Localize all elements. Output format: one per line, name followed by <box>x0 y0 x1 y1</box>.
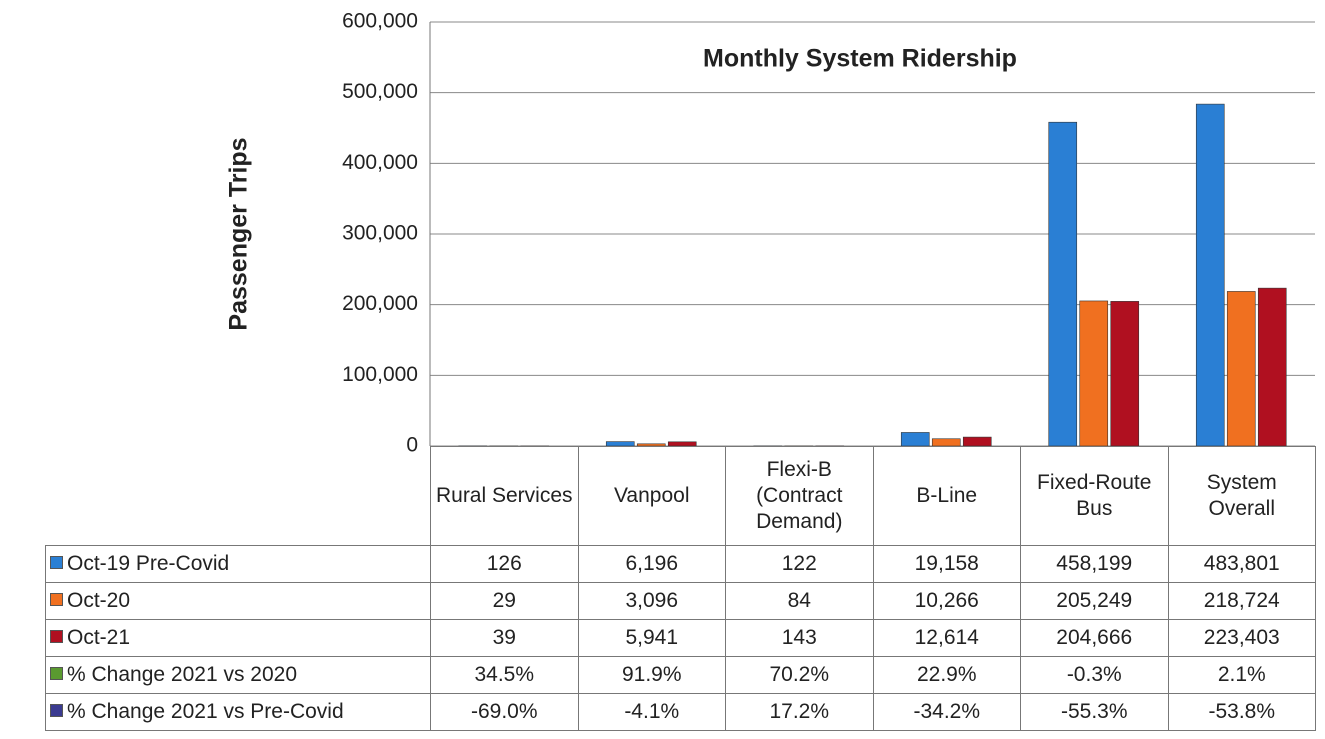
bar <box>1079 300 1109 447</box>
y-tick-label: 0 <box>406 434 418 457</box>
value-cell: 39 <box>430 619 579 657</box>
row-label: % Change 2021 vs Pre-Covid <box>45 693 431 731</box>
data-table: Rural Services Vanpool Flexi-B (Contract D… <box>45 446 1316 731</box>
legend-swatch <box>50 556 63 569</box>
value-cell: 205,249 <box>1020 582 1169 620</box>
row-label: Oct-21 <box>45 619 431 657</box>
value-cell: 10,266 <box>872 582 1021 620</box>
value-cell: 3,096 <box>577 582 726 620</box>
table-row: % Change 2021 vs Pre-Covid -69.0% -4.1% 17.… <box>45 693 1316 731</box>
legend-swatch <box>50 630 63 643</box>
category-label: Rural Services <box>430 446 579 546</box>
table-row: Oct-20 29 3,096 84 10,266 205,249 218,724 <box>45 582 1316 620</box>
bar <box>931 438 961 447</box>
value-cell: 29 <box>430 582 579 620</box>
value-cell: 483,801 <box>1167 545 1316 583</box>
blank-cell <box>45 446 431 546</box>
category-label: Vanpool <box>577 446 726 546</box>
value-cell: 17.2% <box>725 693 874 731</box>
bar <box>1048 121 1078 447</box>
bar <box>1110 301 1140 447</box>
value-cell: 5,941 <box>577 619 726 657</box>
bar <box>900 432 930 447</box>
row-label: Oct-19 Pre-Covid <box>45 545 431 583</box>
category-label: B-Line <box>872 446 1021 546</box>
value-cell: 91.9% <box>577 656 726 694</box>
legend-swatch <box>50 704 63 717</box>
y-tick-label: 600,000 <box>342 10 418 33</box>
value-cell: 458,199 <box>1020 545 1169 583</box>
category-label: Flexi-B (Contract Demand) <box>725 446 874 546</box>
value-cell: -69.0% <box>430 693 579 731</box>
value-cell: -4.1% <box>577 693 726 731</box>
bar <box>1257 287 1287 447</box>
bar <box>605 441 635 447</box>
value-cell: 6,196 <box>577 545 726 583</box>
legend-label: Oct-20 <box>67 589 131 612</box>
value-cell: -34.2% <box>872 693 1021 731</box>
bar <box>1195 103 1225 447</box>
category-label: System Overall <box>1167 446 1316 546</box>
legend-label: Oct-19 Pre-Covid <box>67 552 230 575</box>
category-label: Fixed-Route Bus <box>1020 446 1169 546</box>
y-tick-label: 100,000 <box>342 363 418 386</box>
y-tick-label: 400,000 <box>342 151 418 174</box>
table-row: Oct-21 39 5,941 143 12,614 204,666 223,403 <box>45 619 1316 657</box>
table-row: Oct-19 Pre-Covid 126 6,196 122 19,158 458,199… <box>45 545 1316 583</box>
legend-label: % Change 2021 vs 2020 <box>67 663 298 686</box>
legend-label: % Change 2021 vs Pre-Covid <box>67 700 344 723</box>
row-label: % Change 2021 vs 2020 <box>45 656 431 694</box>
y-axis-label: Passenger Trips <box>225 137 253 330</box>
legend-label: Oct-21 <box>67 626 131 649</box>
chart-title: Monthly System Ridership <box>703 45 1017 73</box>
value-cell: 12,614 <box>872 619 1021 657</box>
row-label: Oct-20 <box>45 582 431 620</box>
value-cell: 122 <box>725 545 874 583</box>
y-tick-label: 300,000 <box>342 222 418 245</box>
value-cell: 84 <box>725 582 874 620</box>
value-cell: -53.8% <box>1167 693 1316 731</box>
bar <box>962 436 992 447</box>
value-cell: 218,724 <box>1167 582 1316 620</box>
value-cell: 19,158 <box>872 545 1021 583</box>
value-cell: 126 <box>430 545 579 583</box>
value-cell: 2.1% <box>1167 656 1316 694</box>
y-tick-label: 200,000 <box>342 292 418 315</box>
value-cell: 70.2% <box>725 656 874 694</box>
value-cell: -0.3% <box>1020 656 1169 694</box>
value-cell: 223,403 <box>1167 619 1316 657</box>
table-row: % Change 2021 vs 2020 34.5% 91.9% 70.2% 22.9… <box>45 656 1316 694</box>
value-cell: 34.5% <box>430 656 579 694</box>
value-cell: 22.9% <box>872 656 1021 694</box>
legend-swatch <box>50 593 63 606</box>
y-tick-label: 500,000 <box>342 80 418 103</box>
value-cell: 143 <box>725 619 874 657</box>
value-cell: -55.3% <box>1020 693 1169 731</box>
header-row: Rural Services Vanpool Flexi-B (Contract D… <box>45 446 1316 546</box>
legend-swatch <box>50 667 63 680</box>
bar <box>1226 291 1256 447</box>
value-cell: 204,666 <box>1020 619 1169 657</box>
